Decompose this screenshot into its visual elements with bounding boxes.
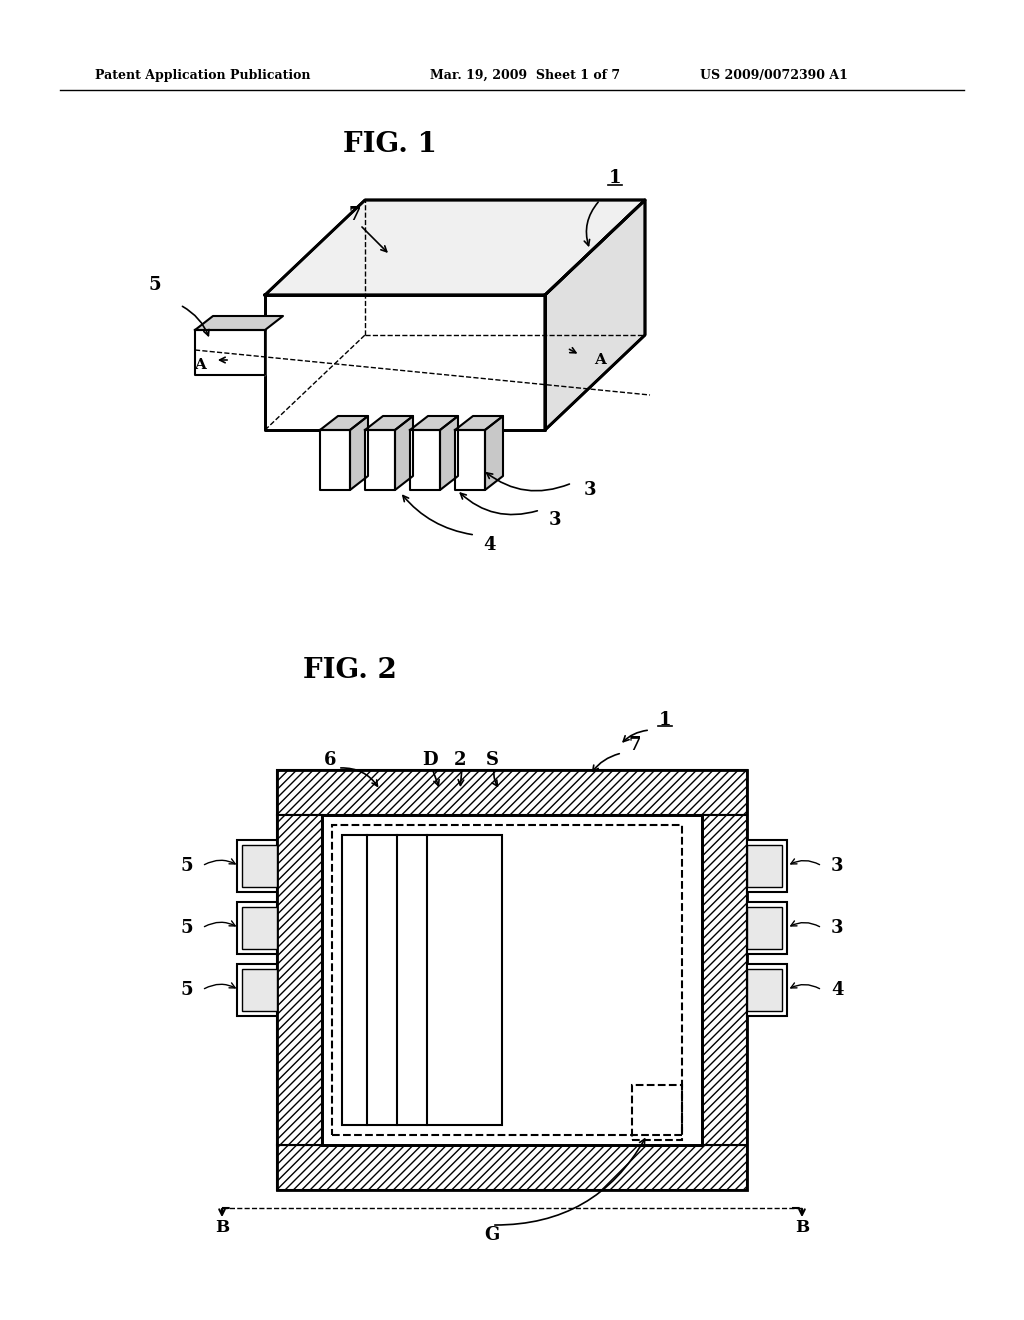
Text: US 2009/0072390 A1: US 2009/0072390 A1	[700, 69, 848, 82]
Polygon shape	[455, 416, 503, 430]
Text: 3: 3	[549, 511, 561, 529]
Bar	[746, 964, 787, 1016]
Polygon shape	[545, 201, 645, 430]
Polygon shape	[265, 201, 645, 294]
Bar	[242, 845, 278, 887]
Bar	[342, 836, 502, 1125]
Text: 5: 5	[180, 919, 194, 937]
Text: 4: 4	[483, 536, 497, 554]
Polygon shape	[440, 416, 458, 490]
Polygon shape	[410, 416, 458, 430]
Bar	[278, 1144, 746, 1191]
Bar	[242, 969, 278, 1011]
Text: 5: 5	[180, 981, 194, 999]
Bar	[278, 770, 746, 1191]
Polygon shape	[395, 416, 413, 490]
Text: Patent Application Publication: Patent Application Publication	[95, 69, 310, 82]
Text: 6: 6	[324, 751, 336, 770]
Bar	[632, 1085, 682, 1140]
Text: 3: 3	[830, 919, 843, 937]
Polygon shape	[319, 430, 350, 490]
Text: 7: 7	[349, 206, 361, 224]
Bar	[746, 969, 782, 1011]
Text: A: A	[195, 358, 206, 372]
Bar	[746, 902, 787, 954]
Text: 2: 2	[454, 751, 466, 770]
Text: 3: 3	[830, 857, 843, 875]
Polygon shape	[265, 294, 545, 430]
Text: B: B	[795, 1220, 809, 1237]
Bar	[242, 907, 278, 949]
Bar	[702, 814, 746, 1144]
Bar	[746, 840, 787, 892]
Polygon shape	[365, 416, 413, 430]
Bar	[746, 845, 782, 887]
Text: Mar. 19, 2009  Sheet 1 of 7: Mar. 19, 2009 Sheet 1 of 7	[430, 69, 621, 82]
Bar	[332, 825, 682, 1135]
Text: 7: 7	[629, 737, 641, 754]
Text: G: G	[484, 1226, 500, 1243]
Text: A: A	[594, 352, 606, 367]
Text: FIG. 2: FIG. 2	[303, 656, 397, 684]
Text: 5: 5	[148, 276, 162, 294]
Bar	[322, 814, 702, 1144]
Text: 1: 1	[608, 169, 622, 187]
Text: B: B	[215, 1220, 229, 1237]
Polygon shape	[350, 416, 368, 490]
Bar	[746, 907, 782, 949]
Bar	[237, 902, 278, 954]
Text: 3: 3	[584, 480, 596, 499]
Text: FIG. 1: FIG. 1	[343, 132, 437, 158]
Polygon shape	[319, 416, 368, 430]
Polygon shape	[455, 430, 485, 490]
Text: 1: 1	[658, 711, 672, 729]
Bar	[322, 814, 702, 1144]
Bar	[278, 770, 746, 814]
Polygon shape	[195, 315, 283, 330]
Text: 4: 4	[830, 981, 843, 999]
Text: S: S	[485, 751, 499, 770]
Polygon shape	[365, 430, 395, 490]
Bar	[278, 814, 322, 1144]
Polygon shape	[195, 330, 265, 375]
Text: 5: 5	[180, 857, 194, 875]
Bar	[237, 964, 278, 1016]
Polygon shape	[410, 430, 440, 490]
Polygon shape	[485, 416, 503, 490]
Bar	[237, 840, 278, 892]
Text: D: D	[422, 751, 438, 770]
